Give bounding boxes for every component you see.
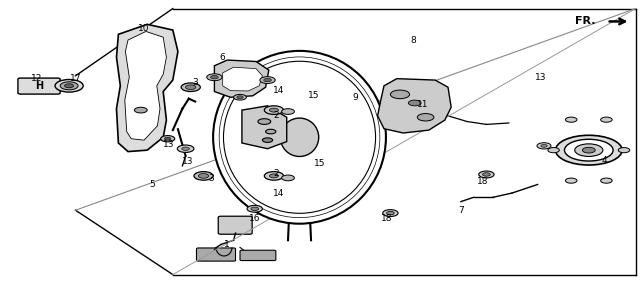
Text: 9: 9 [353, 93, 358, 102]
Text: FR.: FR. [575, 16, 595, 26]
Text: H: H [35, 81, 43, 91]
Polygon shape [214, 60, 269, 97]
Circle shape [582, 147, 595, 153]
Circle shape [575, 144, 603, 156]
Text: 18: 18 [381, 214, 393, 223]
Circle shape [234, 94, 246, 100]
Text: 14: 14 [273, 86, 284, 95]
Text: 3: 3 [209, 174, 214, 183]
Circle shape [177, 145, 194, 152]
Circle shape [417, 114, 434, 121]
Text: 12: 12 [31, 74, 43, 83]
Polygon shape [378, 79, 451, 133]
Circle shape [408, 100, 421, 106]
Circle shape [266, 129, 276, 134]
Text: 18: 18 [477, 177, 489, 186]
Ellipse shape [223, 61, 376, 213]
Circle shape [194, 172, 213, 180]
Circle shape [211, 76, 218, 79]
Circle shape [556, 135, 622, 165]
Circle shape [260, 77, 275, 84]
Circle shape [65, 84, 74, 88]
Circle shape [600, 178, 612, 183]
Polygon shape [242, 106, 287, 149]
Ellipse shape [280, 118, 319, 156]
Circle shape [282, 175, 294, 181]
Circle shape [282, 109, 294, 114]
Circle shape [262, 138, 273, 142]
Text: 4: 4 [602, 156, 607, 165]
FancyBboxPatch shape [218, 216, 252, 234]
Polygon shape [116, 24, 178, 152]
Text: 2: 2 [274, 168, 279, 178]
Text: 17: 17 [70, 74, 81, 83]
Text: 1: 1 [225, 240, 230, 249]
Text: 5: 5 [150, 180, 155, 189]
Text: 11: 11 [417, 100, 428, 109]
Circle shape [182, 147, 189, 150]
Text: 13: 13 [163, 140, 174, 149]
Circle shape [564, 139, 613, 161]
FancyBboxPatch shape [240, 250, 276, 261]
Circle shape [237, 96, 243, 99]
FancyBboxPatch shape [196, 248, 236, 261]
Circle shape [479, 171, 494, 178]
Text: 6: 6 [220, 53, 225, 62]
Circle shape [269, 108, 278, 112]
Circle shape [566, 178, 577, 183]
Text: 14: 14 [273, 188, 284, 198]
Circle shape [264, 172, 284, 180]
Circle shape [390, 90, 410, 99]
Circle shape [247, 205, 262, 212]
Text: 3: 3 [193, 78, 198, 88]
Circle shape [269, 174, 278, 178]
Circle shape [207, 74, 222, 81]
Circle shape [251, 207, 259, 210]
Circle shape [134, 107, 147, 113]
Text: 13: 13 [535, 73, 547, 82]
Circle shape [186, 85, 196, 90]
FancyBboxPatch shape [262, 116, 295, 131]
Circle shape [537, 143, 551, 149]
Text: 15: 15 [314, 158, 326, 168]
Circle shape [55, 80, 83, 92]
Circle shape [181, 83, 200, 92]
Text: 7: 7 [458, 206, 463, 215]
Circle shape [383, 210, 398, 217]
Circle shape [387, 211, 394, 215]
Circle shape [264, 78, 271, 82]
Circle shape [618, 148, 630, 153]
Circle shape [600, 117, 612, 122]
Circle shape [566, 117, 577, 122]
Circle shape [161, 136, 175, 142]
Text: 13: 13 [182, 157, 193, 166]
Text: 10: 10 [138, 24, 150, 33]
FancyBboxPatch shape [131, 58, 163, 77]
Text: 2: 2 [274, 111, 279, 120]
Circle shape [548, 148, 559, 153]
Ellipse shape [213, 51, 386, 224]
Circle shape [483, 173, 490, 176]
Circle shape [264, 106, 284, 114]
Circle shape [541, 144, 547, 147]
Polygon shape [125, 31, 166, 140]
Circle shape [258, 119, 271, 124]
Circle shape [164, 137, 171, 140]
FancyBboxPatch shape [18, 78, 60, 94]
Text: 15: 15 [308, 91, 319, 100]
Polygon shape [223, 67, 262, 91]
Circle shape [60, 82, 78, 90]
Circle shape [198, 174, 209, 178]
Text: 8: 8 [410, 35, 415, 45]
Text: 16: 16 [249, 214, 260, 223]
